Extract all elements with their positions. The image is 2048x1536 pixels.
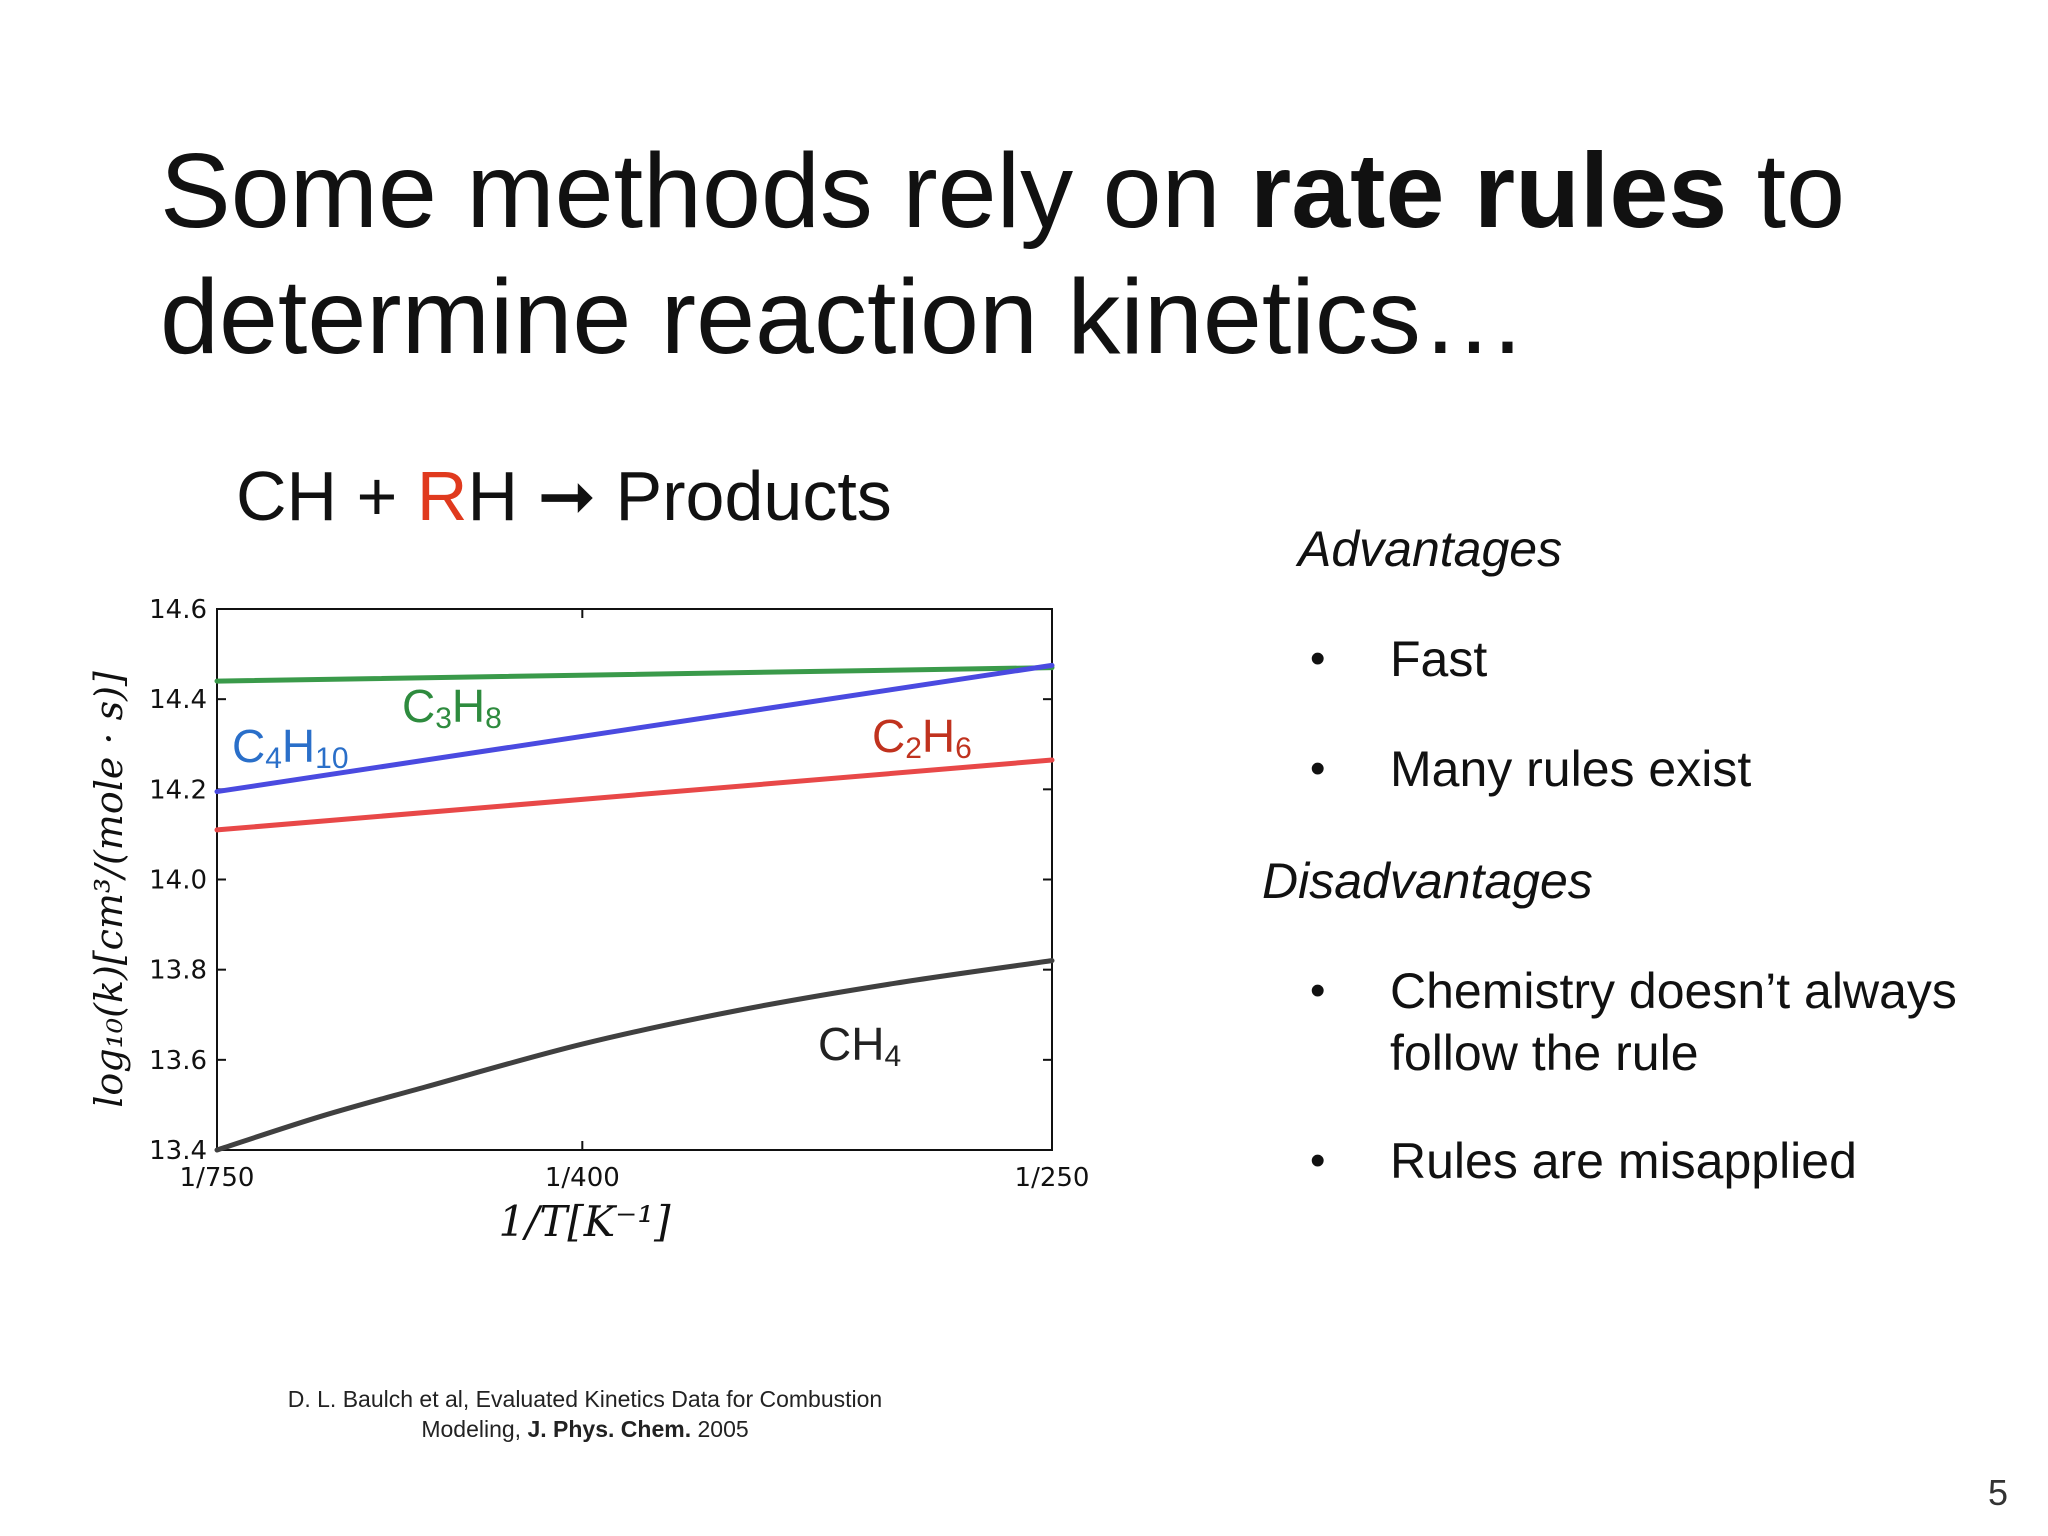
disadvantages-heading: Disadvantages: [1262, 853, 1593, 909]
x-tick-label: 1/750: [180, 1163, 255, 1193]
y-axis-label: log₁₀(k)[cm³/(mole · s)]: [87, 671, 131, 1108]
citation-line-2: Modeling, J. Phys. Chem. 2005: [200, 1414, 970, 1444]
reaction-equation: CH + RH ➞ Products: [236, 455, 892, 537]
disadvantage-item: • Chemistry doesn’t always follow the ru…: [1310, 960, 2010, 1084]
advantage-text: Many rules exist: [1390, 741, 1752, 797]
series-line-ch4: [214, 958, 1055, 1153]
y-tick-label: 14.6: [149, 595, 207, 625]
x-tick-label: 1/250: [1015, 1163, 1090, 1193]
citation-year: 2005: [691, 1416, 749, 1442]
advantages-heading: Advantages: [1298, 521, 1563, 577]
y-tick-label: 14.2: [149, 775, 207, 805]
reaction-right: H ➞ Products: [467, 457, 892, 535]
series-label-ch4: CH4: [818, 1018, 901, 1073]
slide-title: Some methods rely on rate rules to deter…: [160, 128, 1960, 380]
y-tick-label: 13.4: [149, 1136, 207, 1166]
disadvantage-text: Chemistry doesn’t always follow the rule: [1390, 963, 1957, 1081]
bullet-dot: •: [1310, 966, 1326, 1015]
disadvantage-text: Rules are misapplied: [1390, 1133, 1857, 1189]
series-label-c4h10: C4H10: [232, 720, 349, 775]
series-line-c4h10: [214, 662, 1055, 795]
reaction-r: R: [416, 457, 468, 535]
x-axis-label: 1/T[K⁻¹]: [498, 1197, 671, 1246]
title-bold-text: rate rules: [1249, 132, 1728, 250]
title-text-2: to determine reaction kinetics…: [160, 132, 1846, 376]
series-label-c2h6: C2H6: [872, 710, 972, 765]
disadvantage-item: • Rules are misapplied: [1310, 1130, 2010, 1192]
plot-frame: [216, 608, 1053, 1151]
advantage-item: • Many rules exist: [1310, 738, 2010, 800]
citation-prefix: Modeling,: [421, 1416, 528, 1442]
series-line-c3h8: [214, 665, 1055, 684]
y-tick-label: 13.8: [149, 956, 207, 986]
x-tick-label: 1/400: [545, 1163, 620, 1193]
title-text-1: Some methods rely on: [160, 132, 1250, 250]
citation-line-1: D. L. Baulch et al, Evaluated Kinetics D…: [287, 1386, 883, 1412]
advantage-item: • Fast: [1310, 628, 2010, 690]
bullet-dot: •: [1310, 1136, 1326, 1185]
rate-chart-svg: 13.4 13.6 13.8 14.0 14.2 14.4 14.6 1/750 1/400 1/…: [87, 595, 1090, 1246]
series-line-c2h6: [214, 757, 1055, 833]
y-tick-label: 14.0: [149, 866, 207, 896]
y-tick-label: 14.4: [149, 685, 207, 715]
bullet-dot: •: [1310, 744, 1326, 793]
citation: D. L. Baulch et al, Evaluated Kinetics D…: [200, 1384, 970, 1444]
citation-journal: J. Phys. Chem.: [527, 1416, 692, 1442]
page-number: 5: [1987, 1472, 2008, 1513]
bullet-dot: •: [1310, 634, 1326, 683]
series-label-c3h8: C3H8: [402, 680, 502, 735]
y-tick-label: 13.6: [149, 1046, 207, 1076]
rate-chart: 13.4 13.6 13.8 14.0 14.2 14.4 14.6 1/750 1/400 1/…: [0, 0, 1150, 1295]
advantage-text: Fast: [1390, 631, 1488, 687]
reaction-left: CH +: [236, 457, 417, 535]
